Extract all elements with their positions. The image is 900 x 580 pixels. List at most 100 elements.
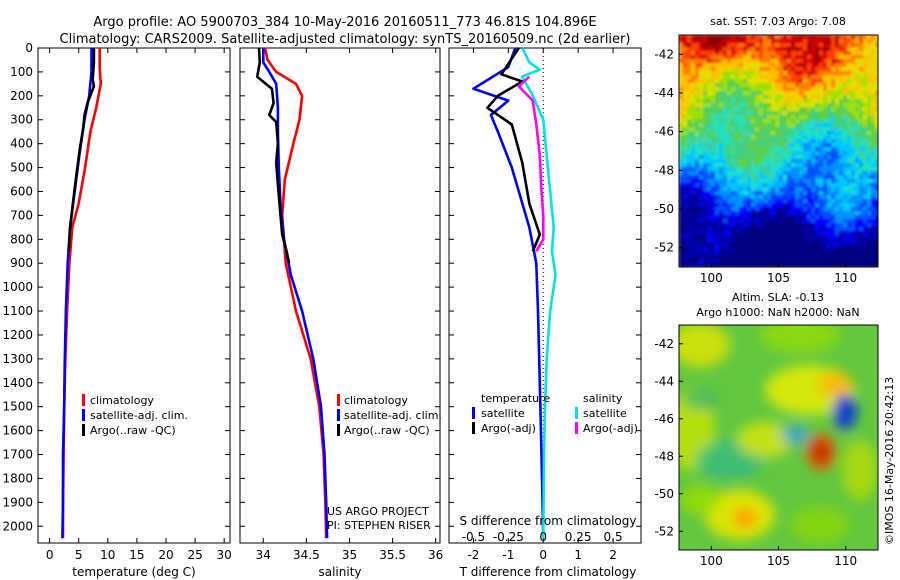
- figure-subtitle: Climatology: CARS2009. Satellite-adjuste…: [60, 32, 631, 47]
- map-y-tick-label: -48: [654, 163, 674, 177]
- map-y-tick-label: -50: [654, 487, 674, 501]
- salinity-ticks: 34 34.5 35 35.5 36: [240, 47, 443, 562]
- x-tick-label: 35.5: [379, 548, 406, 562]
- x-tick-label: 35: [342, 548, 357, 562]
- figure-title: Argo profile: AO 5900703_384 10-May-2016…: [93, 15, 596, 30]
- legend-label: satellite: [583, 407, 627, 420]
- x-tick-label: 36: [428, 548, 443, 562]
- legend-label: Argo(..raw -QC): [90, 424, 176, 437]
- x-tick-label: 25: [187, 548, 202, 562]
- map-x-tick-label: 110: [834, 271, 857, 285]
- series-line-satellite: [472, 47, 545, 539]
- legend-title-temperature: temperature: [481, 392, 550, 405]
- y-tick-label: 1400: [2, 376, 33, 390]
- x-tick-label: 5: [75, 548, 83, 562]
- s-tick-label: 0.25: [565, 530, 592, 544]
- series-line-argo-raw-qc-: [255, 47, 291, 264]
- y-tick-label: 1900: [2, 495, 33, 509]
- sla-map-panel: Altim. SLA: -0.13 Argo h1000: NaN h2000:…: [654, 291, 879, 568]
- imos-timestamp: ©IMOS 16-May-2016 20:42:13: [883, 377, 896, 545]
- legend-label: Argo(..raw -QC): [344, 424, 430, 437]
- s-difference-xlabel: S difference from climatology: [460, 514, 637, 528]
- sst-heatmap: [679, 35, 878, 267]
- map-y-tick-label: -46: [654, 412, 674, 426]
- y-tick-label: 500: [10, 161, 33, 175]
- y-tick-label: 200: [10, 89, 33, 103]
- legend-swatch-t-argo: [472, 422, 475, 434]
- s-tick-label: -0.5: [462, 530, 485, 544]
- sla-map-subtitle: Argo h1000: NaN h2000: NaN: [696, 306, 859, 319]
- legend-swatch-s-satellite: [575, 407, 578, 419]
- x-tick-label: 20: [158, 548, 173, 562]
- temperature-ticks: 0 5 10 15 20 25 300100200300400500600700800900…: [2, 41, 231, 562]
- sst-map-panel: sat. SST: 7.03 Argo: 7.08 100 105 110 -42 -4…: [654, 15, 879, 285]
- y-tick-label: 800: [10, 232, 33, 246]
- y-tick-label: 1000: [2, 280, 33, 294]
- salinity-series: [255, 47, 329, 539]
- map-y-tick-label: -42: [654, 47, 674, 61]
- map-y-tick-label: -48: [654, 449, 674, 463]
- legend-label: climatology: [90, 394, 154, 407]
- temperature-series: [61, 48, 103, 539]
- temperature-axes-frame: [37, 47, 231, 544]
- x-tick-label: 2: [609, 548, 617, 562]
- credit-line-2: PI: STEPHEN RISER: [327, 519, 431, 532]
- series-line-satellite-adj-clim-: [61, 48, 93, 539]
- s-tick-label: -0.25: [493, 530, 524, 544]
- difference-ticks: -2 -1 0 1 2: [449, 47, 641, 562]
- difference-panel: -2 -1 0 1 2 T difference from climatology S …: [448, 47, 642, 579]
- legend-swatch-climatology: [82, 394, 85, 406]
- difference-series: [472, 47, 557, 539]
- series-line-satellite-adj-clim-: [262, 48, 329, 539]
- x-tick-label: 30: [217, 548, 232, 562]
- y-tick-label: 100: [10, 65, 33, 79]
- legend-label: climatology: [344, 394, 408, 407]
- y-tick-label: 1100: [2, 304, 33, 318]
- legend-label: satellite: [481, 407, 525, 420]
- y-tick-label: 1300: [2, 352, 33, 366]
- sst-map-ticks: 100 105 110 -42 -44 -46 -48 -50 -52: [654, 47, 857, 285]
- map-y-tick-label: -50: [654, 202, 674, 216]
- series-line-argo-adj-: [486, 47, 542, 252]
- series-line-satellite: [521, 47, 557, 539]
- temperature-legend: climatology satellite-adj. clim. Argo(..…: [82, 394, 188, 437]
- y-tick-label: 600: [10, 184, 33, 198]
- legend-label: Argo(-adj): [481, 422, 536, 435]
- salinity-legend: climatology satellite-adj. clim. Argo(..…: [337, 394, 442, 437]
- sla-map-title: Altim. SLA: -0.13: [732, 291, 824, 304]
- legend-swatch-argo: [337, 424, 340, 436]
- y-tick-label: 1600: [2, 424, 33, 438]
- series-line-climatology: [61, 48, 103, 539]
- salinity-xlabel: salinity: [318, 565, 361, 579]
- s-tick-label: 0.5: [604, 530, 623, 544]
- difference-legend: temperature salinity satellite Argo(-adj…: [472, 392, 638, 435]
- legend-swatch-climatology: [337, 394, 340, 406]
- x-tick-label: 0: [46, 548, 54, 562]
- legend-label: Argo(-adj): [583, 422, 638, 435]
- y-tick-label: 1800: [2, 471, 33, 485]
- legend-swatch-satellite: [337, 409, 340, 421]
- y-tick-label: 700: [10, 208, 33, 222]
- sla-heatmap: [679, 325, 878, 543]
- map-x-tick-label: 105: [767, 271, 790, 285]
- legend-label: satellite-adj. clim.: [90, 409, 188, 422]
- temperature-xlabel: temperature (deg C): [72, 565, 195, 579]
- y-tick-label: 900: [10, 256, 33, 270]
- salinity-panel: 34 34.5 35 35.5 36 salinity climatology sate…: [239, 47, 443, 579]
- legend-swatch-t-satellite: [472, 407, 475, 419]
- legend-swatch-argo: [82, 424, 85, 436]
- map-y-tick-label: -42: [654, 337, 674, 351]
- x-tick-label: -1: [502, 548, 514, 562]
- map-x-tick-label: 100: [700, 271, 723, 285]
- x-tick-label: 34.5: [293, 548, 320, 562]
- temperature-panel: 0 5 10 15 20 25 300100200300400500600700800900…: [2, 41, 231, 579]
- sst-map-title: sat. SST: 7.03 Argo: 7.08: [710, 15, 846, 28]
- series-line-argo-adj-: [517, 75, 545, 252]
- y-tick-label: 400: [10, 137, 33, 151]
- sla-map-ticks: 100 105 110 -42 -44 -46 -48 -50 -52: [654, 337, 857, 568]
- legend-swatch-s-argo: [575, 422, 578, 434]
- x-tick-label: 1: [574, 548, 582, 562]
- map-y-tick-label: -46: [654, 125, 674, 139]
- y-tick-label: 2000: [2, 519, 33, 533]
- map-x-tick-label: 105: [767, 554, 790, 568]
